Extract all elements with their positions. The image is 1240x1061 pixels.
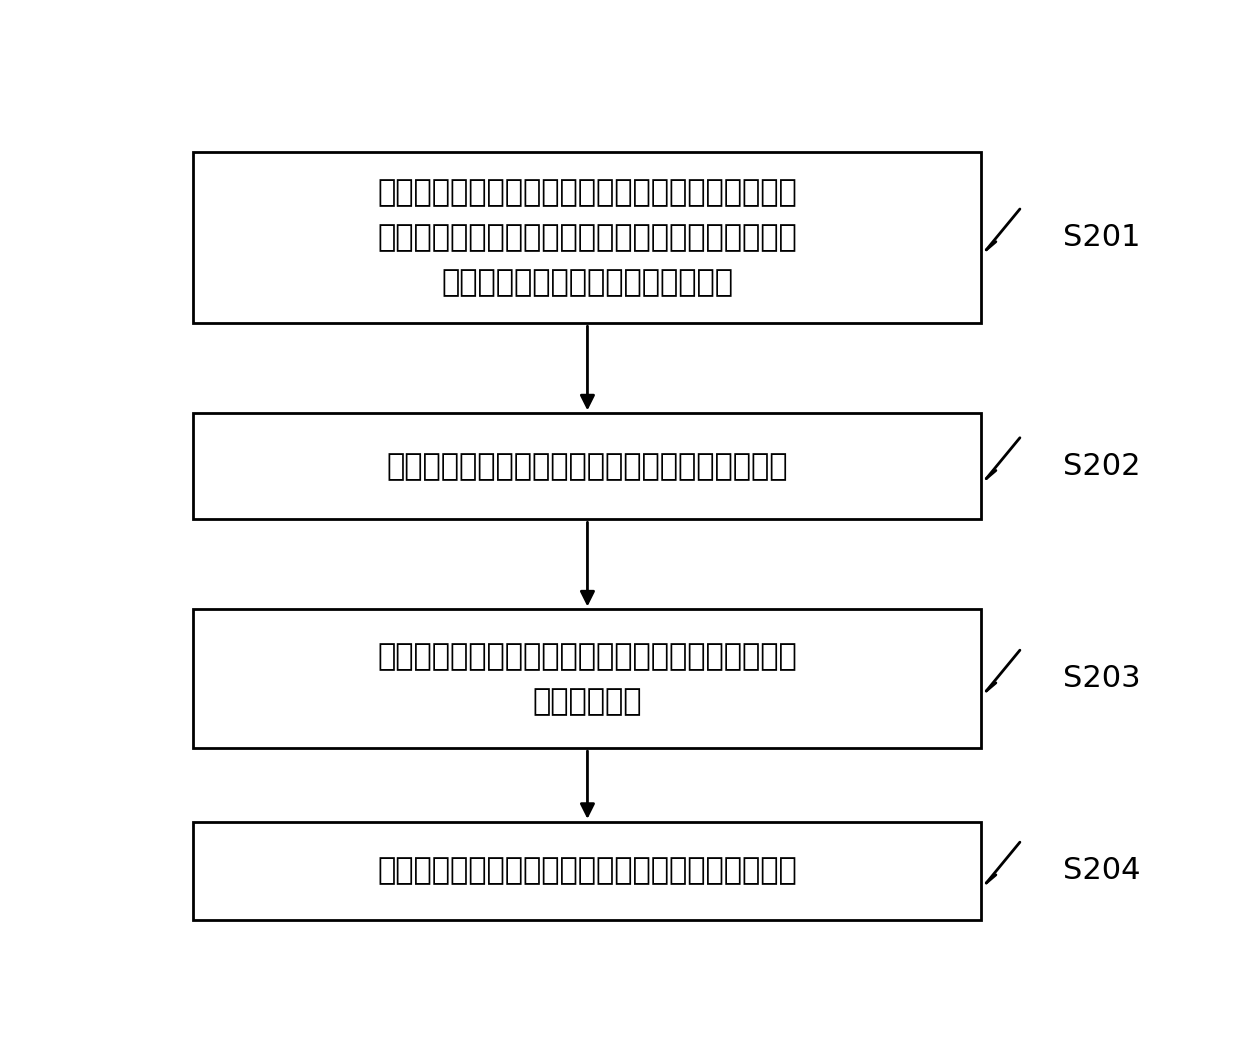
Text: 根据所述工业控制系统的通信流量对待处理数据进行
分类处理，获取所述待处理数据的入侵类别；所述待
处理数据为所述网络数据集中的数据: 根据所述工业控制系统的通信流量对待处理数据进行 分类处理，获取所述待处理数据的入… [377, 178, 797, 297]
Text: S201: S201 [1063, 223, 1141, 253]
Text: S204: S204 [1063, 856, 1141, 885]
FancyBboxPatch shape [193, 821, 982, 920]
Text: 获取所述网络数据集中的命令数据包和响应数据包: 获取所述网络数据集中的命令数据包和响应数据包 [387, 452, 789, 481]
Text: S203: S203 [1063, 664, 1141, 693]
Text: S202: S202 [1063, 452, 1141, 481]
Text: 根据所述命令数据包和响应数据包获取所述待处理数
据的数据特征: 根据所述命令数据包和响应数据包获取所述待处理数 据的数据特征 [377, 642, 797, 716]
FancyBboxPatch shape [193, 152, 982, 324]
Text: 将所述数据特征和所述入侵类别设为所述原始数据集: 将所述数据特征和所述入侵类别设为所述原始数据集 [377, 856, 797, 885]
FancyBboxPatch shape [193, 609, 982, 748]
FancyBboxPatch shape [193, 413, 982, 520]
